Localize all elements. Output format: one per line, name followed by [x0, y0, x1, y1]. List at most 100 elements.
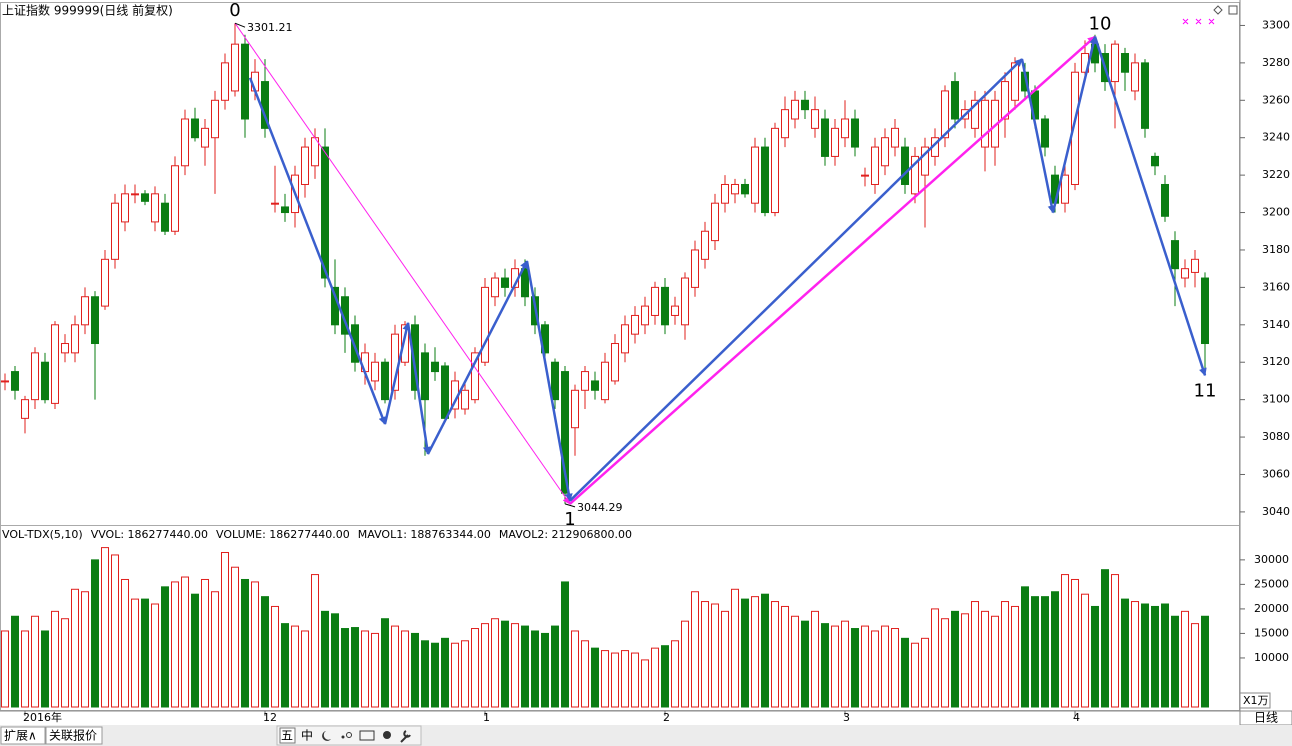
candle-body	[61, 343, 69, 354]
candle-body	[521, 268, 529, 298]
volume-bar	[601, 650, 609, 708]
volume-bar	[771, 601, 779, 708]
volume-bar	[581, 640, 589, 708]
candle-body	[441, 365, 449, 419]
icon-diamond[interactable]	[1213, 5, 1223, 15]
candle-body	[1141, 62, 1149, 129]
icon-restore[interactable]	[1228, 5, 1238, 15]
legend-entry: VVOL: 186277440.00	[91, 528, 208, 541]
candle-body	[861, 174, 869, 177]
candle-body	[811, 109, 819, 129]
volume-bar	[891, 628, 899, 708]
volume-bar	[661, 645, 669, 708]
volume-bar	[271, 605, 279, 708]
y-tick-label: 3060	[1262, 467, 1290, 480]
x-tick-label: 1	[483, 711, 490, 724]
volume-bar	[841, 620, 849, 708]
volume-bar	[971, 601, 979, 708]
volume-bar	[351, 627, 359, 708]
volume-bar	[941, 618, 949, 708]
toolbar-label[interactable]: 中	[301, 728, 313, 743]
volume-bar	[1181, 610, 1189, 708]
tab[interactable]	[45, 726, 103, 745]
volume-bar	[1, 630, 9, 708]
volume-bar	[511, 623, 519, 708]
volume-bar	[31, 615, 39, 708]
toolbar-icon[interactable]	[322, 731, 331, 741]
tab-label[interactable]: 扩展∧	[4, 729, 37, 743]
wave-segment	[406, 322, 431, 455]
volume-bar	[911, 642, 919, 708]
y-tick-label: 3200	[1262, 206, 1290, 219]
candle-body	[1001, 81, 1009, 120]
toolbar-icon[interactable]	[341, 735, 345, 739]
volume-bar	[421, 640, 429, 708]
volume-bar	[741, 598, 749, 708]
volume-bar	[181, 576, 189, 708]
y-tick-label: 3220	[1262, 168, 1290, 181]
toolbar-button[interactable]	[279, 727, 296, 744]
candle-body	[371, 361, 379, 382]
candle-body	[231, 43, 239, 92]
volume-bar	[1111, 574, 1119, 708]
volume-bar	[111, 554, 119, 708]
y-tick-label: 3260	[1262, 93, 1290, 106]
volume-bar	[441, 637, 449, 708]
toolbar-label[interactable]: 五	[281, 729, 293, 743]
volume-bar	[451, 642, 459, 708]
volume-bar	[531, 630, 539, 708]
volume-bar	[131, 598, 139, 708]
candle-body	[781, 109, 789, 139]
candle-body	[731, 183, 739, 195]
volume-bar	[951, 610, 959, 708]
volume-bar	[101, 547, 109, 708]
volume-bar	[51, 610, 59, 708]
volume-bar	[821, 623, 829, 708]
volume-bar	[461, 640, 469, 708]
candle-body	[871, 146, 879, 185]
candle-body	[381, 361, 389, 401]
wave-segment	[1093, 36, 1207, 377]
volume-bar	[611, 652, 619, 708]
y-tick-label: 3040	[1262, 505, 1290, 518]
toolbar-icon[interactable]	[346, 732, 352, 738]
tab[interactable]	[0, 726, 46, 745]
candle-body	[681, 277, 689, 326]
wave-segment	[1051, 35, 1098, 213]
candle-body	[831, 127, 839, 157]
volume-bar	[1021, 586, 1029, 708]
volume-bar	[471, 628, 479, 708]
volume-bar	[761, 593, 769, 708]
window-icons[interactable]	[1182, 5, 1238, 25]
x-tick-label: 4	[1073, 711, 1080, 724]
volume-bar	[491, 618, 499, 708]
volume-bar	[781, 605, 789, 708]
volume-bar	[221, 552, 229, 708]
toolbar-icon[interactable]	[400, 730, 411, 743]
volume-bar	[121, 578, 129, 708]
volume-bar	[801, 620, 809, 708]
volume-bar	[291, 625, 299, 708]
candle-body	[121, 193, 129, 223]
candle-body	[761, 146, 769, 214]
legend-entry: MAVOL1: 188763344.00	[358, 528, 491, 541]
volume-bar	[1131, 601, 1139, 708]
y-tick-label: 3180	[1262, 243, 1290, 256]
bottom-bar	[0, 725, 1292, 746]
candle-body	[551, 361, 559, 401]
y-tick-label: 30000	[1254, 553, 1289, 566]
x-tick-label: 12	[263, 711, 277, 724]
toolbar-icon[interactable]	[359, 730, 375, 741]
volume-bar	[1061, 574, 1069, 708]
candle-body	[691, 249, 699, 288]
toolbar-icon[interactable]	[383, 731, 391, 739]
candle-body	[771, 127, 779, 214]
candle-body	[791, 99, 799, 120]
tab-label[interactable]: 关联报价	[49, 728, 97, 743]
candle-body	[1191, 258, 1199, 273]
y-tick-label: 3100	[1262, 393, 1290, 406]
volume-bar	[1041, 596, 1049, 708]
candle-body	[501, 277, 509, 288]
volume-bar	[981, 610, 989, 708]
wave-segment	[569, 58, 1023, 502]
